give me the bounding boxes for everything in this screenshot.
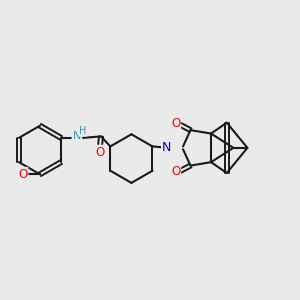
Text: O: O bbox=[171, 117, 180, 130]
Text: O: O bbox=[18, 168, 27, 181]
Text: O: O bbox=[95, 146, 104, 159]
Text: O: O bbox=[171, 165, 180, 178]
Text: H: H bbox=[79, 126, 87, 136]
Text: N: N bbox=[162, 141, 171, 154]
Text: N: N bbox=[73, 130, 81, 141]
